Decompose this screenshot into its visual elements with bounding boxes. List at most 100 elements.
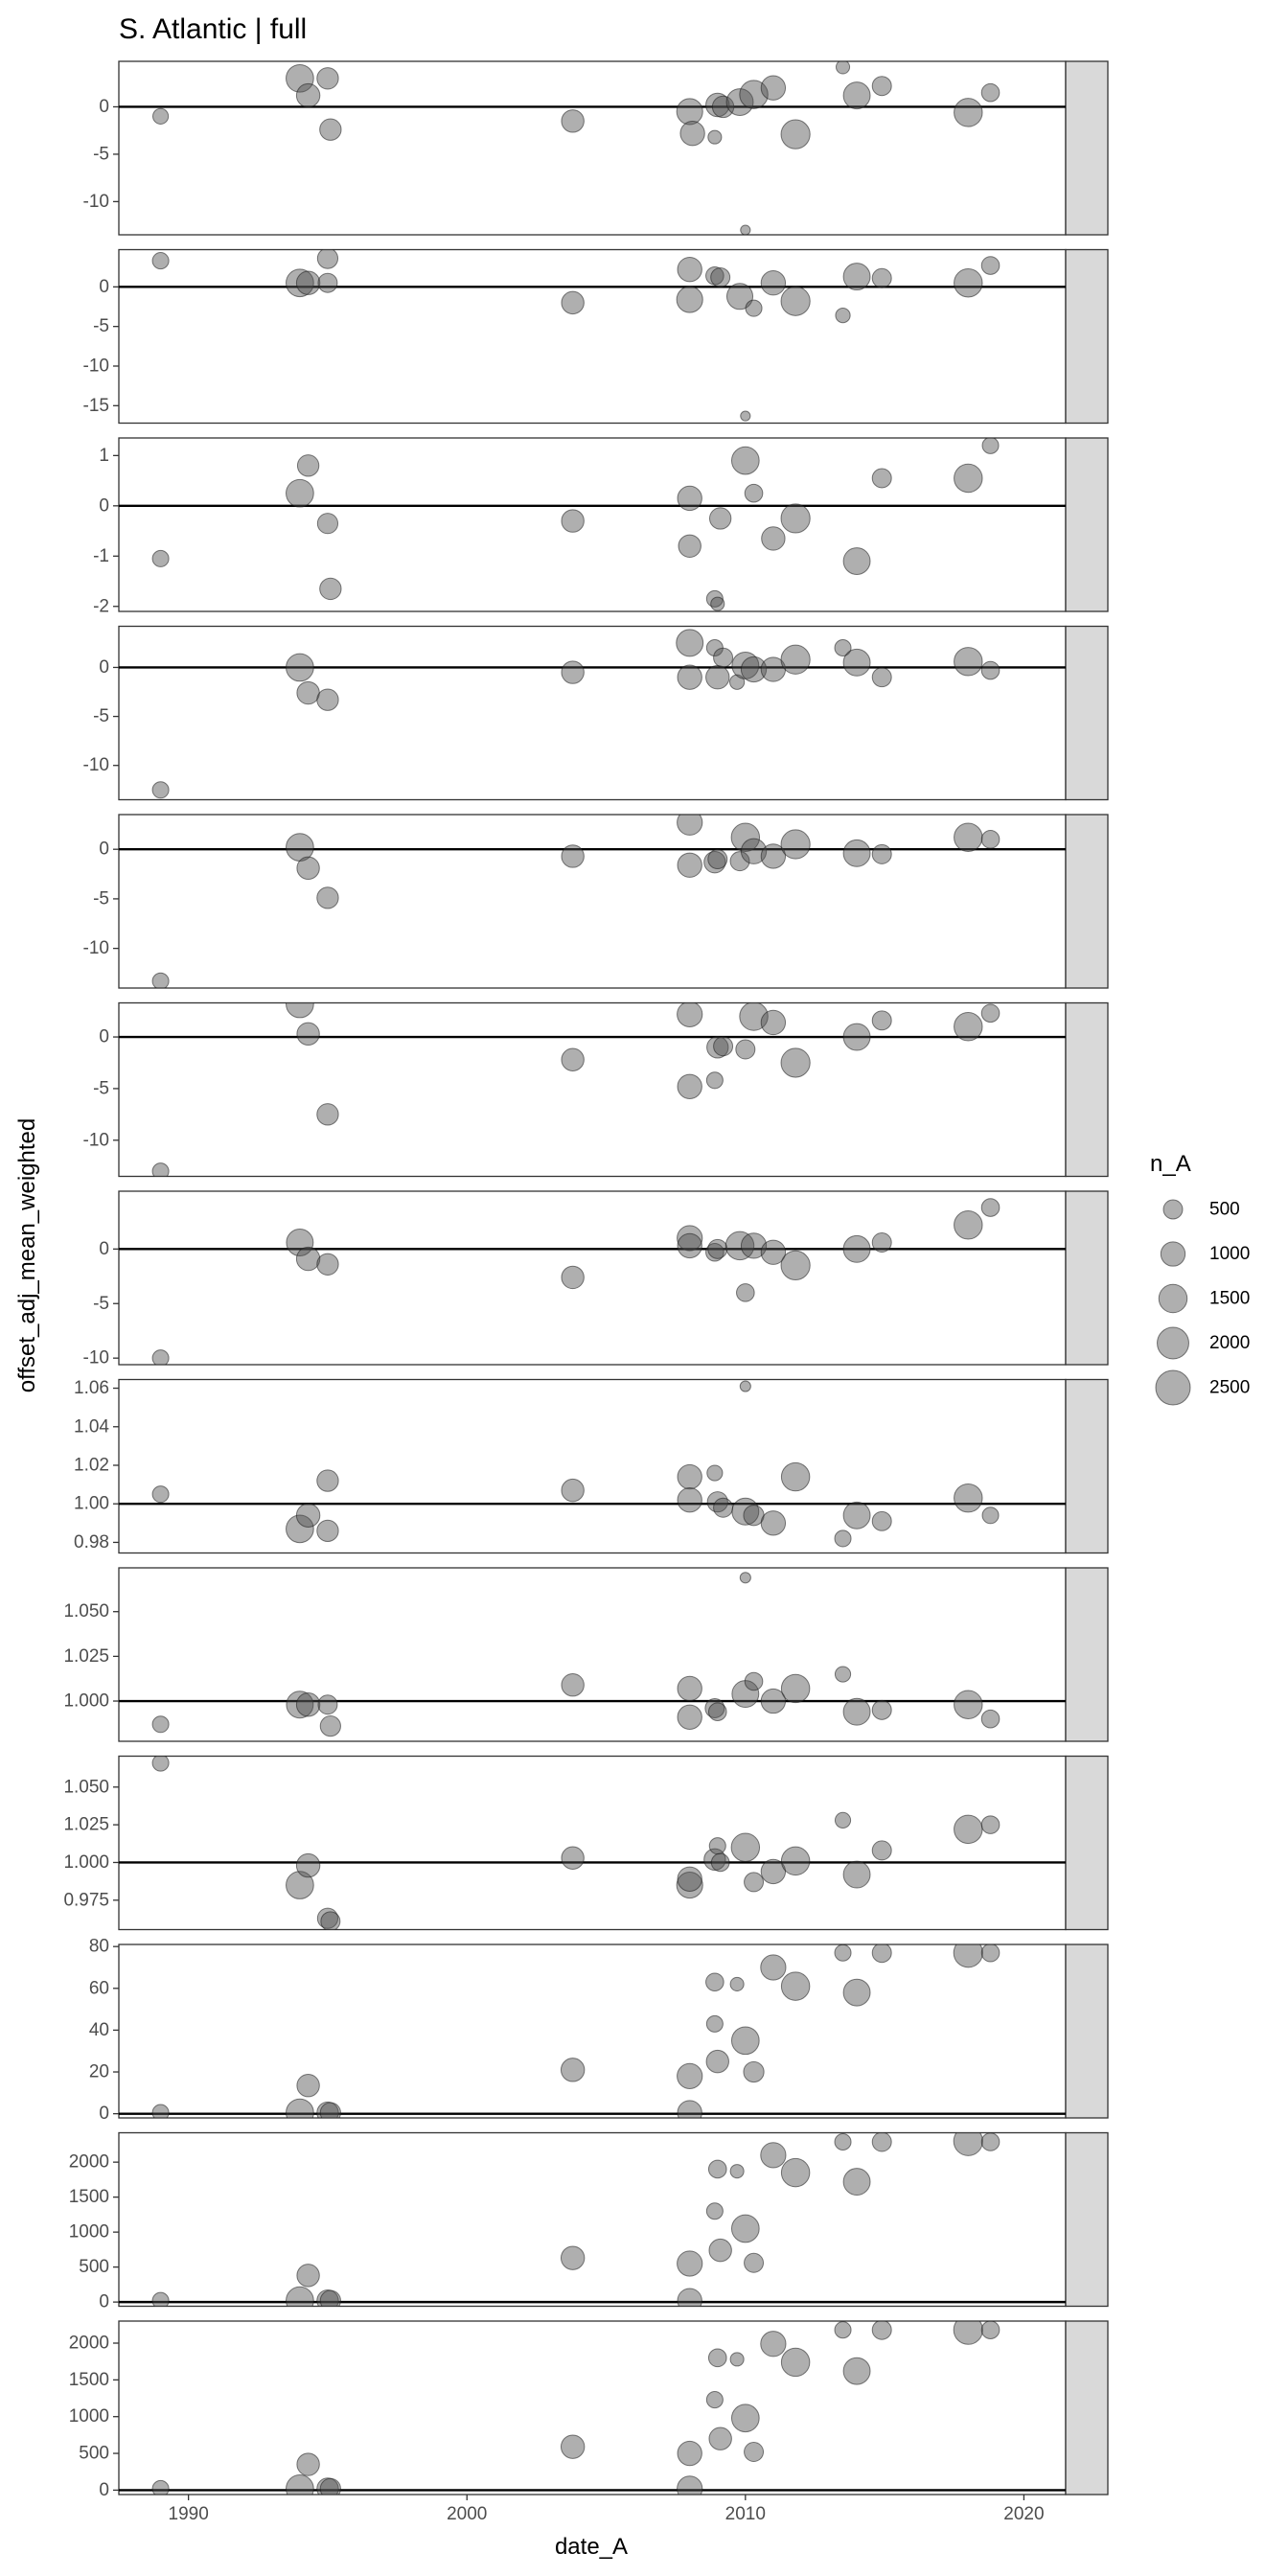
panel-frame <box>118 814 1067 989</box>
data-point <box>316 249 339 269</box>
data-point <box>871 76 892 97</box>
panel-frame <box>118 1944 1067 2119</box>
data-point <box>316 1469 339 1492</box>
data-point <box>780 2347 811 2378</box>
data-point <box>842 1501 871 1530</box>
legend-label: 500 <box>1209 1200 1240 1220</box>
data-point <box>834 1666 852 1683</box>
data-point <box>834 1944 852 1962</box>
data-point <box>316 886 339 909</box>
data-point <box>780 829 811 860</box>
data-point <box>707 849 728 870</box>
panel-frame <box>118 2320 1067 2496</box>
data-point <box>780 1673 811 1704</box>
panel-frame <box>118 248 1067 425</box>
data-point <box>707 1238 728 1259</box>
data-point <box>842 547 871 575</box>
data-point <box>871 1840 892 1861</box>
data-point <box>842 1023 871 1051</box>
data-point <box>744 483 764 503</box>
size-legend: n_A 500 1000 1500 2000 2500 <box>1150 1151 1250 1406</box>
data-point <box>744 2442 765 2463</box>
y-tick-label: 40 <box>89 2020 109 2040</box>
data-points <box>151 1198 1000 1365</box>
data-point <box>319 2477 341 2495</box>
data-point <box>677 256 702 283</box>
data-point <box>561 1478 585 1503</box>
data-point <box>676 98 703 126</box>
data-points <box>151 249 1000 422</box>
data-point <box>842 2357 871 2385</box>
data-point <box>871 1010 892 1031</box>
data-point <box>677 2100 702 2118</box>
facet-strip <box>1065 248 1109 425</box>
data-point <box>705 1972 724 1992</box>
data-point <box>740 224 751 235</box>
data-point <box>317 1694 338 1715</box>
panel-talk-mean: talk_mean2000150010005000 <box>69 2131 1109 2312</box>
facet-strip <box>1065 1755 1109 1931</box>
data-point <box>980 1709 1000 1729</box>
data-point <box>705 2391 724 2409</box>
y-tick-label: 0 <box>99 2480 109 2500</box>
data-point <box>677 1487 702 1513</box>
data-point <box>729 2164 745 2179</box>
data-point <box>677 1463 702 1490</box>
y-tick-label: -10 <box>83 1130 109 1150</box>
data-point <box>740 410 751 422</box>
data-point <box>842 1860 871 1889</box>
y-tick-label: -5 <box>93 888 109 908</box>
y-tick-label: -10 <box>83 192 109 212</box>
data-point <box>780 286 811 316</box>
y-tick-label: 0 <box>99 2104 109 2124</box>
data-point <box>739 1572 751 1584</box>
data-point <box>834 2132 852 2151</box>
data-point <box>954 647 983 677</box>
data-point <box>561 109 585 133</box>
data-point <box>980 1198 1000 1217</box>
data-point <box>980 256 1000 275</box>
data-point <box>761 526 786 551</box>
facet-strip <box>1065 437 1109 612</box>
data-point <box>954 463 983 494</box>
data-points <box>151 2321 1000 2495</box>
data-point <box>677 1704 702 1730</box>
panel-frame <box>118 437 1067 612</box>
panel-cstar-phosphate: cstar_phosphate0-5-10-15 <box>83 248 1109 425</box>
y-tick-label: 0 <box>99 495 109 516</box>
data-point <box>842 1978 871 2007</box>
y-tick-label: 1000 <box>69 2406 109 2426</box>
data-point <box>954 822 983 853</box>
data-point <box>561 660 585 684</box>
data-point <box>708 1837 726 1855</box>
y-tick-label: 0.98 <box>74 1532 109 1552</box>
data-point <box>707 2159 727 2179</box>
data-point <box>295 1852 321 1878</box>
data-points <box>151 1002 1000 1177</box>
y-tick-label: 1500 <box>69 2370 109 2390</box>
data-point <box>954 1690 983 1719</box>
facet-strip <box>1065 1944 1109 2119</box>
data-point <box>295 82 321 108</box>
legend-title: n_A <box>1150 1151 1191 1177</box>
data-point <box>677 1866 702 1892</box>
data-point <box>319 1715 341 1737</box>
y-tick-label: -5 <box>93 706 109 726</box>
data-point <box>760 1510 787 1536</box>
data-point <box>316 1907 339 1929</box>
data-point <box>296 2264 320 2288</box>
y-tick-label: 0 <box>99 1239 109 1259</box>
data-point <box>745 299 763 317</box>
data-point <box>724 1230 755 1261</box>
data-point <box>708 2426 732 2450</box>
data-point <box>703 850 726 874</box>
data-point <box>677 2062 703 2090</box>
y-tick-label: 500 <box>79 2444 109 2464</box>
y-tick-label: 1000 <box>69 2222 109 2242</box>
data-point <box>706 1491 728 1513</box>
y-tick-label: 1.025 <box>63 1815 109 1835</box>
y-tick-label: 0 <box>99 657 109 678</box>
y-tick-label: 1.000 <box>63 1852 109 1873</box>
legend-items: 500 1000 1500 2000 2500 <box>1155 1200 1250 1406</box>
